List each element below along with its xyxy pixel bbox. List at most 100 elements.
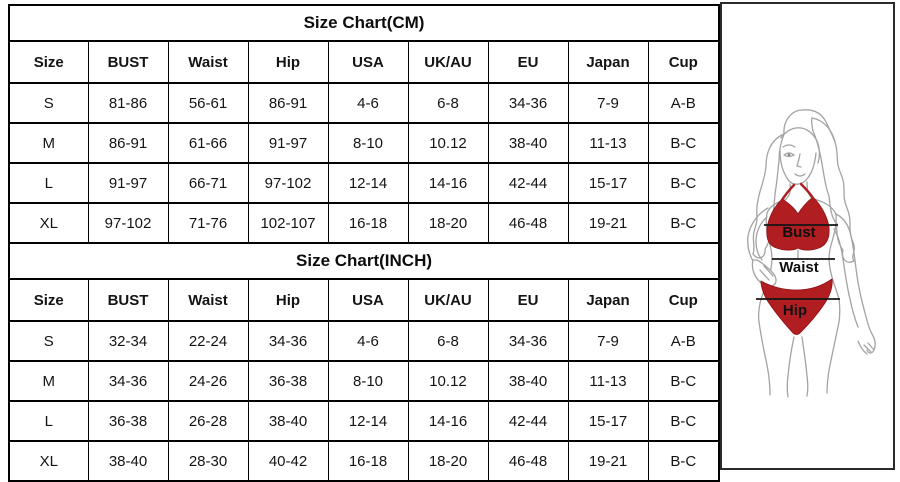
- column-header: Size: [8, 278, 89, 322]
- table-cell: 38-40: [487, 122, 569, 164]
- table-cell: 22-24: [167, 320, 249, 362]
- table-cell: 97-102: [87, 202, 169, 244]
- table-row: S 81-86 56-61 86-91 4-6 6-8 34-36 7-9 A-B: [8, 82, 720, 124]
- table-cell: 42-44: [487, 400, 569, 442]
- table-cell: 36-38: [87, 400, 169, 442]
- table-cell: 4-6: [327, 82, 409, 124]
- table-cell: 38-40: [247, 400, 329, 442]
- table-cell: 26-28: [167, 400, 249, 442]
- table-cell: 36-38: [247, 360, 329, 402]
- table-row: M 86-91 61-66 91-97 8-10 10.12 38-40 11-13 B-C: [8, 122, 720, 164]
- bikini: [760, 182, 833, 335]
- hip-label: Hip: [783, 302, 807, 319]
- column-header: UK/AU: [407, 40, 489, 84]
- table-header-row: Size BUST Waist Hip USA UK/AU EU Japan Cup: [8, 278, 720, 322]
- table-cell: 81-86: [87, 82, 169, 124]
- table-title: Size Chart(CM): [8, 4, 720, 42]
- size-chart-table: Size Chart(CM) Size BUST Waist Hip USA UK/AU EU…: [8, 4, 721, 482]
- table-cell: 42-44: [487, 162, 569, 204]
- table-cell: A-B: [647, 320, 720, 362]
- table-row: S 32-34 22-24 34-36 4-6 6-8 34-36 7-9 A-B: [8, 320, 720, 362]
- table-cell: 19-21: [567, 440, 649, 482]
- table-cell: M: [8, 360, 89, 402]
- bikini-strap-left: [780, 183, 796, 202]
- table-cell: 71-76: [167, 202, 249, 244]
- table-cell: B-C: [647, 122, 720, 164]
- table-cell: 38-40: [87, 440, 169, 482]
- table-cell: 14-16: [407, 400, 489, 442]
- table-cell: 66-71: [167, 162, 249, 204]
- table-cell: 91-97: [247, 122, 329, 164]
- table-cell: 19-21: [567, 202, 649, 244]
- table-cell: 97-102: [247, 162, 329, 204]
- column-header: Japan: [567, 278, 649, 322]
- table-row: L 36-38 26-28 38-40 12-14 14-16 42-44 15-17 B-C: [8, 400, 720, 442]
- waist-label: Waist: [779, 259, 818, 276]
- woman-body-outline: [747, 198, 876, 398]
- table-cell: 15-17: [567, 162, 649, 204]
- table-row: XL 38-40 28-30 40-42 16-18 18-20 46-48 19-21 B-C: [8, 440, 720, 482]
- table-row: L 91-97 66-71 97-102 12-14 14-16 42-44 15-17 B-C: [8, 162, 720, 204]
- size-chart-table-body: Size Chart(CM) Size BUST Waist Hip USA UK/AU EU…: [8, 4, 720, 482]
- column-header: Cup: [647, 278, 720, 322]
- table-cell: XL: [8, 202, 89, 244]
- column-header: Waist: [167, 40, 249, 84]
- table-cell: 32-34: [87, 320, 169, 362]
- measurement-figure-illustration: Bust Waist Hip: [747, 109, 876, 398]
- table-cell: S: [8, 320, 89, 362]
- column-header: Cup: [647, 40, 720, 84]
- table-cell: 86-91: [247, 82, 329, 124]
- table-cell: 8-10: [327, 122, 409, 164]
- table-cell: 10.12: [407, 360, 489, 402]
- table-cell: A-B: [647, 82, 720, 124]
- column-header: UK/AU: [407, 278, 489, 322]
- column-header: BUST: [87, 278, 169, 322]
- table-cell: 12-14: [327, 400, 409, 442]
- column-header: EU: [487, 40, 569, 84]
- table-cell: 10.12: [407, 122, 489, 164]
- bikini-top: [766, 196, 830, 251]
- table-cell: 11-13: [567, 122, 649, 164]
- column-header: Hip: [247, 278, 329, 322]
- column-header: EU: [487, 278, 569, 322]
- table-cell: 11-13: [567, 360, 649, 402]
- woman-hair: [752, 109, 856, 263]
- table-cell: B-C: [647, 400, 720, 442]
- table-cell: XL: [8, 440, 89, 482]
- column-header: USA: [327, 40, 409, 84]
- table-cell: 7-9: [567, 82, 649, 124]
- bikini-bottom: [760, 278, 833, 335]
- table-cell: 46-48: [487, 440, 569, 482]
- table-title: Size Chart(INCH): [8, 242, 720, 280]
- table-cell: 16-18: [327, 440, 409, 482]
- column-header: Japan: [567, 40, 649, 84]
- column-header: Size: [8, 40, 89, 84]
- table-title-row: Size Chart(INCH): [8, 242, 720, 280]
- table-cell: 34-36: [247, 320, 329, 362]
- table-cell: 24-26: [167, 360, 249, 402]
- woman-face: [779, 144, 817, 201]
- table-cell: 56-61: [167, 82, 249, 124]
- column-header: USA: [327, 278, 409, 322]
- table-cell: 4-6: [327, 320, 409, 362]
- measurement-figure-panel: Bust Waist Hip: [720, 2, 895, 470]
- table-cell: 6-8: [407, 82, 489, 124]
- table-cell: 7-9: [567, 320, 649, 362]
- table-cell: 86-91: [87, 122, 169, 164]
- table-cell: 34-36: [487, 320, 569, 362]
- table-cell: B-C: [647, 202, 720, 244]
- table-title-row: Size Chart(CM): [8, 4, 720, 42]
- table-cell: 34-36: [87, 360, 169, 402]
- table-cell: 46-48: [487, 202, 569, 244]
- bikini-strap-right: [799, 182, 815, 200]
- table-cell: 38-40: [487, 360, 569, 402]
- table-cell: 8-10: [327, 360, 409, 402]
- table-cell: 91-97: [87, 162, 169, 204]
- table-cell: 6-8: [407, 320, 489, 362]
- table-cell: S: [8, 82, 89, 124]
- measurement-marks: Bust Waist Hip: [756, 224, 840, 319]
- table-cell: M: [8, 122, 89, 164]
- table-cell: 34-36: [487, 82, 569, 124]
- table-header-row: Size BUST Waist Hip USA UK/AU EU Japan Cup: [8, 40, 720, 84]
